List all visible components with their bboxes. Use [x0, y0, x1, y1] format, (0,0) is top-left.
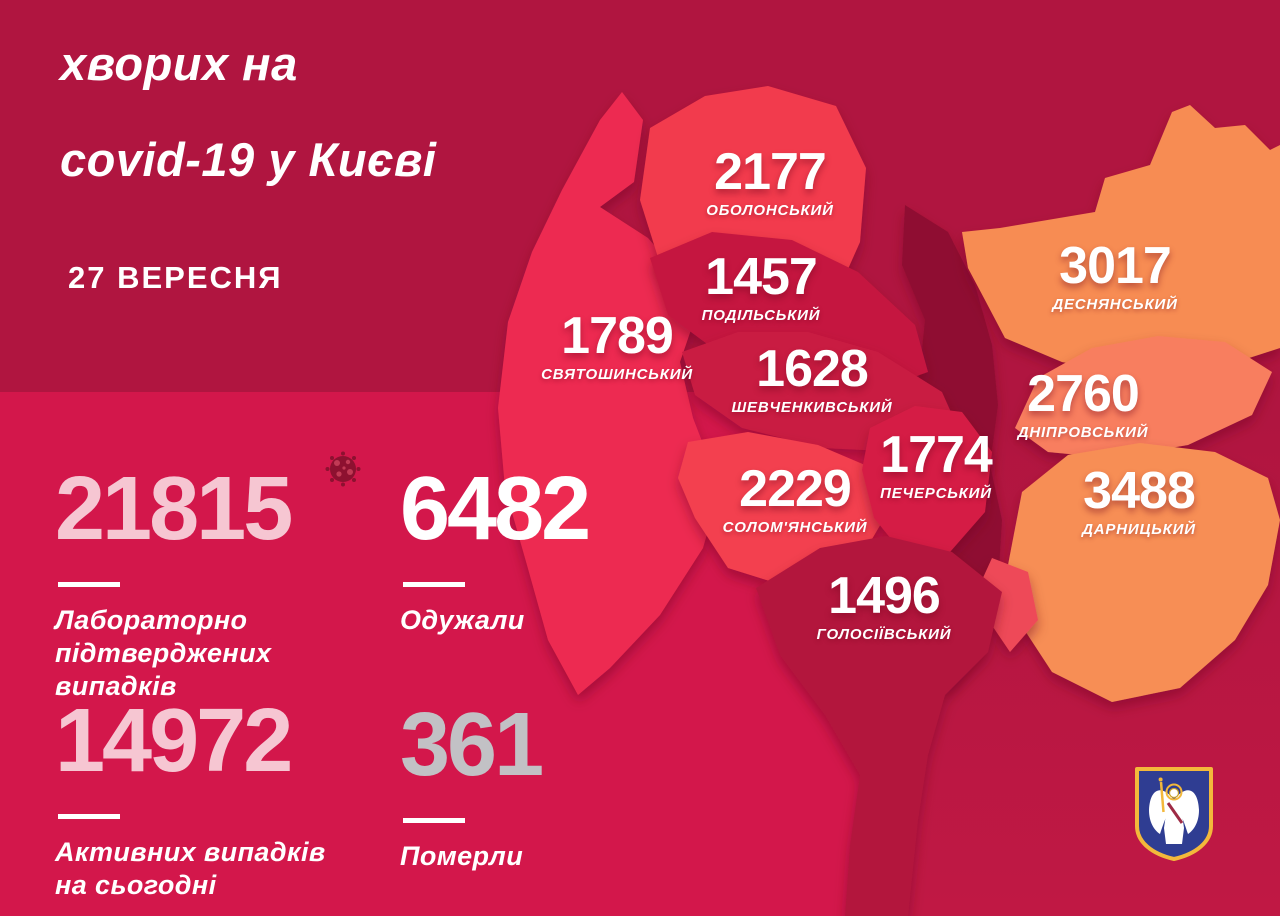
stat-deaths: 361 Померли	[400, 695, 544, 873]
stat-deaths-value: 361	[400, 695, 544, 795]
stat-recovered-underline	[403, 582, 465, 587]
stat-active-underline	[58, 814, 120, 819]
stat-deaths-label: Померли	[400, 841, 524, 871]
district-shape-desnianskyi	[962, 105, 1280, 377]
stat-confirmed-underline	[58, 582, 120, 587]
district-shape-darnytskyi	[1008, 443, 1280, 702]
stat-recovered-value: 6482	[400, 459, 591, 559]
stat-recovered-label: Одужали	[400, 605, 525, 635]
page-title: хворих на covid-19 у Києві	[60, 40, 436, 232]
district-shape-sviatoshynskyi	[498, 92, 720, 695]
report-date: 27 ВЕРЕСНЯ	[68, 260, 283, 295]
stat-deaths-underline	[403, 818, 465, 823]
district-shape-pecherskyi	[862, 406, 992, 556]
stat-active-label: Активних випадків на сьогодні	[55, 837, 326, 900]
stat-active: 14972 Активних випадків на сьогодні	[55, 696, 326, 902]
title-line-1: хворих на	[60, 37, 298, 90]
virus-icon	[325, 451, 361, 487]
stat-active-value: 14972	[55, 691, 293, 791]
archangel-michael-figure	[1149, 777, 1199, 844]
stat-confirmed: 21815 Лабораторно підтверджених випадків	[55, 459, 293, 703]
stat-confirmed-label: Лабораторно підтверджених випадків	[55, 605, 272, 701]
district-shape-dniprovskyi	[1015, 336, 1272, 458]
title-line-2: covid-19 у Києві	[60, 133, 437, 186]
stat-recovered: 6482 Одужали	[400, 459, 591, 637]
district-shape-holosiivskyi	[756, 536, 1002, 916]
stat-confirmed-value: 21815	[55, 459, 293, 559]
kyiv-coat-of-arms-logo	[1135, 767, 1213, 861]
river-islet-shape	[982, 558, 1038, 652]
